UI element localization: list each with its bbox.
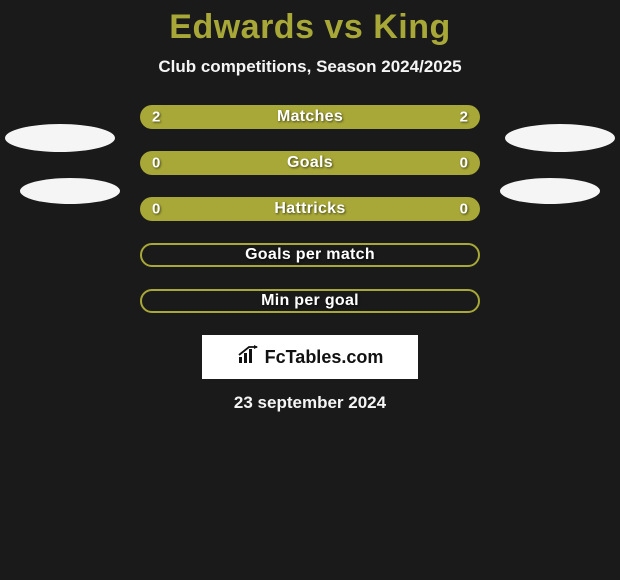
stat-left-value: 2	[152, 109, 160, 126]
stat-row: Goals per match	[140, 243, 480, 267]
stat-label: Goals	[287, 154, 333, 172]
player-right-avatar-1	[505, 124, 615, 152]
logo-text: FcTables.com	[265, 347, 384, 368]
stat-right-value: 0	[460, 155, 468, 172]
stat-right-value: 2	[460, 109, 468, 126]
stat-row: Min per goal	[140, 289, 480, 313]
stat-bar: Min per goal	[140, 289, 480, 313]
stat-label: Min per goal	[261, 292, 359, 310]
stat-label: Hattricks	[274, 200, 345, 218]
page-title: Edwards vs King	[0, 8, 620, 47]
stat-bar: 0 Hattricks 0	[140, 197, 480, 221]
stat-left-value: 0	[152, 155, 160, 172]
stat-row: 0 Goals 0	[140, 151, 480, 175]
player-left-avatar-2	[20, 178, 120, 204]
stat-row: 0 Hattricks 0	[140, 197, 480, 221]
player-right-avatar-2	[500, 178, 600, 204]
subtitle: Club competitions, Season 2024/2025	[0, 57, 620, 77]
stat-bar: Goals per match	[140, 243, 480, 267]
stat-right-value: 0	[460, 201, 468, 218]
stat-label: Matches	[277, 108, 343, 126]
stat-label: Goals per match	[245, 246, 375, 264]
chart-icon	[237, 345, 261, 370]
logo: FcTables.com	[237, 345, 384, 370]
stat-bar: 0 Goals 0	[140, 151, 480, 175]
stat-row: 2 Matches 2	[140, 105, 480, 129]
stat-left-value: 0	[152, 201, 160, 218]
logo-box: FcTables.com	[202, 335, 418, 379]
date: 23 september 2024	[0, 393, 620, 413]
player-left-avatar-1	[5, 124, 115, 152]
stat-bar: 2 Matches 2	[140, 105, 480, 129]
